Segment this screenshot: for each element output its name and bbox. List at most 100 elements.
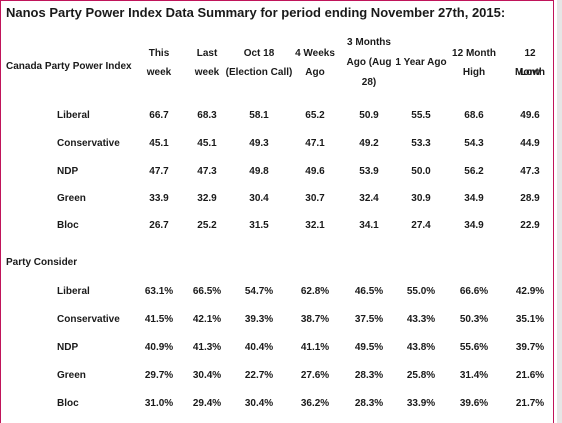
column-header: 3 Months <box>347 37 391 48</box>
column-header: High <box>462 67 486 78</box>
row-label: Bloc <box>57 220 79 231</box>
table-cell: 22.7% <box>244 370 274 381</box>
table-cell: 38.7% <box>300 314 330 325</box>
table-cell: 31.0% <box>144 398 174 409</box>
table-cell: 32.1 <box>305 220 325 231</box>
table-cell: 49.2 <box>359 138 379 149</box>
table-cell: 41.1% <box>300 342 330 353</box>
table-cell: 22.9 <box>520 220 540 231</box>
table-cell: 37.5% <box>354 314 384 325</box>
section-title: Canada Party Power Index <box>6 61 132 72</box>
table-cell: 66.6% <box>459 286 489 297</box>
column-header: week <box>194 67 220 78</box>
row-label: NDP <box>57 342 79 353</box>
table-cell: 42.1% <box>192 314 222 325</box>
scrollbar-track <box>557 0 562 423</box>
table-cell: 55.5 <box>411 110 431 121</box>
table-cell: 26.7 <box>149 220 169 231</box>
section-title: Party Consider <box>6 257 78 268</box>
table-cell: 66.5% <box>192 286 222 297</box>
table-cell: 30.7 <box>305 193 325 204</box>
table-cell: 42.9% <box>515 286 545 297</box>
table-cell: 53.3 <box>411 138 431 149</box>
table-cell: 43.3% <box>406 314 436 325</box>
table-cell: 34.1 <box>359 220 379 231</box>
table-cell: 35.1% <box>515 314 545 325</box>
table-cell: 49.8 <box>249 166 269 177</box>
table-cell: 21.7% <box>515 398 545 409</box>
row-label: Green <box>57 193 86 204</box>
table-cell: 47.7 <box>149 166 169 177</box>
table-cell: 44.9 <box>520 138 540 149</box>
table-cell: 45.1 <box>197 138 217 149</box>
table-cell: 30.4 <box>249 193 269 204</box>
table-cell: 34.9 <box>464 220 484 231</box>
table-cell: 45.1 <box>149 138 169 149</box>
row-label: NDP <box>57 166 79 177</box>
column-header: Oct 18 <box>243 48 275 59</box>
column-header: 12 Month <box>515 48 545 78</box>
table-cell: 46.5% <box>354 286 384 297</box>
table-cell: 50.3% <box>459 314 489 325</box>
table-cell: 25.8% <box>406 370 436 381</box>
table-cell: 47.3 <box>197 166 217 177</box>
table-cell: 29.7% <box>144 370 174 381</box>
column-header: This <box>148 48 170 59</box>
table-cell: 54.7% <box>244 286 274 297</box>
table-cell: 49.6 <box>520 110 540 121</box>
table-cell: 40.9% <box>144 342 174 353</box>
row-label: Bloc <box>57 398 79 409</box>
table-cell: 40.4% <box>244 342 274 353</box>
table-cell: 55.0% <box>406 286 436 297</box>
table-cell: 30.9 <box>411 193 431 204</box>
column-header: (Election Call) <box>225 67 293 78</box>
row-label: Conservative <box>57 138 120 149</box>
table-cell: 62.8% <box>300 286 330 297</box>
column-header: Ago <box>305 67 325 78</box>
table-cell: 50.0 <box>411 166 431 177</box>
column-header: 4 Weeks <box>295 48 335 59</box>
table-cell: 39.3% <box>244 314 274 325</box>
table-cell: 68.3 <box>197 110 217 121</box>
table-cell: 30.4% <box>192 370 222 381</box>
table-cell: 55.6% <box>459 342 489 353</box>
table-cell: 68.6 <box>464 110 484 121</box>
table-cell: 65.2 <box>305 110 325 121</box>
row-label: Liberal <box>57 110 90 121</box>
table-cell: 21.6% <box>515 370 545 381</box>
table-cell: 29.4% <box>192 398 222 409</box>
table-cell: 50.9 <box>359 110 379 121</box>
table-cell: 28.9 <box>520 193 540 204</box>
table-cell: 32.4 <box>359 193 379 204</box>
column-header: 12 Month <box>452 48 496 59</box>
row-label: Conservative <box>57 314 120 325</box>
table-cell: 36.2% <box>300 398 330 409</box>
table-cell: 27.4 <box>411 220 431 231</box>
column-header: Low <box>520 67 540 78</box>
table-cell: 30.4% <box>244 398 274 409</box>
row-label: Liberal <box>57 286 90 297</box>
column-header: Last <box>196 48 218 59</box>
table-cell: 63.1% <box>144 286 174 297</box>
table-cell: 54.3 <box>464 138 484 149</box>
table-cell: 49.5% <box>354 342 384 353</box>
table-cell: 31.4% <box>459 370 489 381</box>
table-cell: 28.3% <box>354 398 384 409</box>
table-cell: 49.3 <box>249 138 269 149</box>
column-header: Ago (Aug <box>346 57 392 68</box>
row-label: Green <box>57 370 86 381</box>
table-cell: 33.9% <box>406 398 436 409</box>
table-cell: 56.2 <box>464 166 484 177</box>
column-header: 28) <box>361 77 377 88</box>
table-cell: 32.9 <box>197 193 217 204</box>
table-cell: 31.5 <box>249 220 269 231</box>
table-cell: 39.6% <box>459 398 489 409</box>
table-cell: 49.6 <box>305 166 325 177</box>
table-cell: 47.3 <box>520 166 540 177</box>
table-cell: 41.3% <box>192 342 222 353</box>
table-cell: 28.3% <box>354 370 384 381</box>
table-cell: 53.9 <box>359 166 379 177</box>
column-header: 1 Year Ago <box>395 57 447 68</box>
page-title: Nanos Party Power Index Data Summary for… <box>6 5 506 20</box>
